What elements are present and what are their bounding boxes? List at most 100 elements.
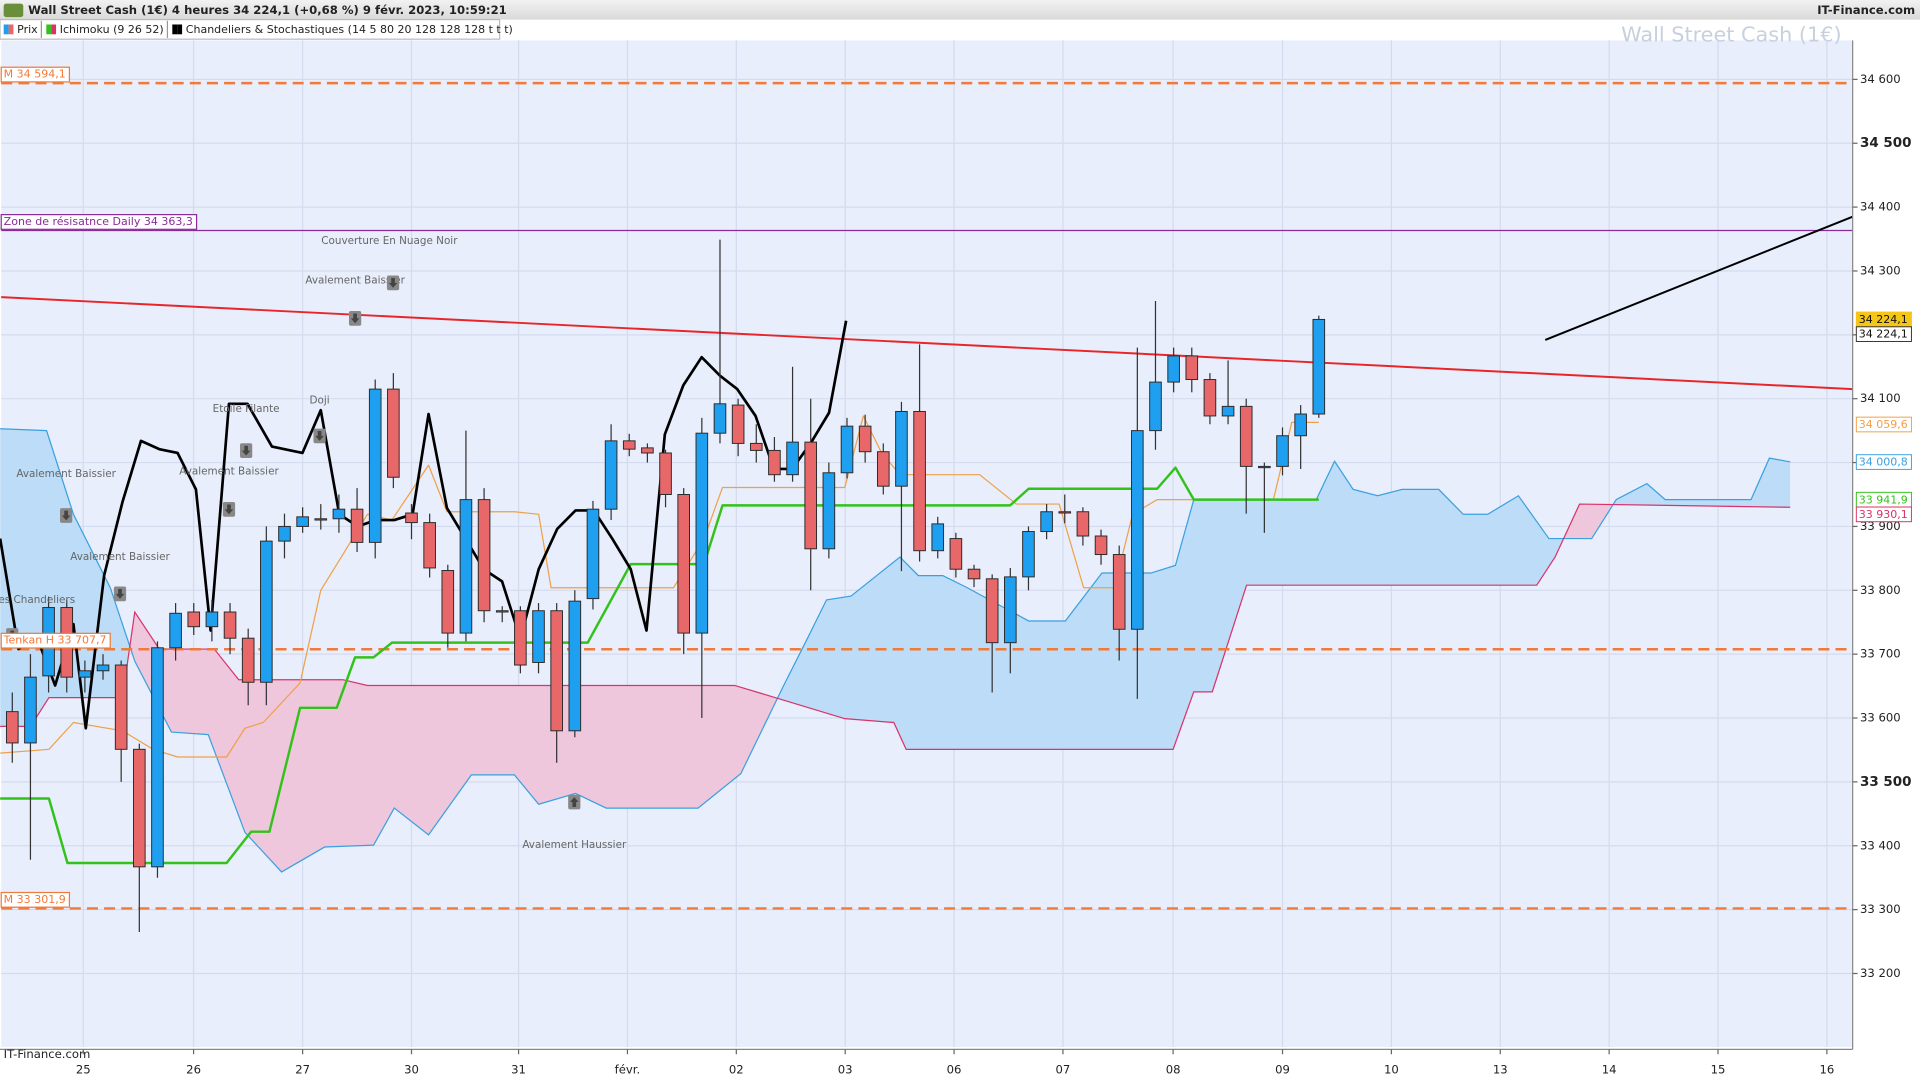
pattern-label: Couverture En Nuage Noir (321, 235, 458, 247)
legend-swatch (46, 24, 52, 35)
candle-body (1076, 511, 1090, 537)
level-label-box (0, 66, 71, 83)
axes: 33 200 33 300 33 400 33 500 33 600 33 700 33 8… (76, 72, 1912, 1077)
y-tick-label: 33 300 (1860, 902, 1901, 916)
logo (3, 3, 24, 18)
x-tick-label: 07 (1056, 1063, 1071, 1077)
candle-body (241, 637, 255, 683)
candle-body (5, 711, 19, 744)
plot-bg (1, 40, 1853, 1047)
candle-body (1094, 535, 1108, 556)
arrow-icon (115, 588, 125, 599)
candle-body (641, 447, 654, 454)
candle-body (96, 664, 110, 672)
candle-body (622, 440, 636, 450)
candle-body (1185, 355, 1199, 381)
header-title: Wall Street Cash (1€) 4 heures 34 224,1 … (28, 3, 507, 17)
y-tick-label: 33 200 (1860, 966, 1901, 980)
price-tag-label: 34 000,8 (1859, 456, 1908, 469)
x-tick-label: 14 (1602, 1063, 1617, 1077)
candle-body (913, 410, 926, 552)
y-tick-label: 33 400 (1860, 838, 1901, 852)
candle-body (1131, 430, 1144, 630)
candle-body (949, 538, 963, 570)
candle-body (1258, 465, 1271, 469)
candle-body (1167, 355, 1180, 383)
candle-body (1239, 405, 1253, 467)
candle-body (1058, 511, 1072, 514)
x-tick-label: 27 (295, 1063, 310, 1077)
y-tick-label: 34 500 (1860, 136, 1912, 151)
trendline (1544, 215, 1854, 341)
candle-body (260, 540, 273, 683)
y-tick-label: 33 800 (1860, 583, 1901, 597)
x-tick-label: 25 (76, 1063, 91, 1077)
candle-body (332, 508, 346, 520)
x-tick-label: 26 (186, 1063, 201, 1077)
x-tick-label: 31 (511, 1063, 526, 1077)
candle-body (205, 611, 219, 628)
candle-body (1276, 435, 1289, 467)
candle-body (967, 568, 981, 580)
x-tick-label: févr. (615, 1063, 641, 1077)
pattern-label: Avalement Haussier (522, 839, 627, 851)
candles (5, 239, 1326, 932)
x-tick-label: 15 (1711, 1063, 1726, 1077)
candle-body (895, 410, 908, 487)
level-label: M 33 301,9 (4, 893, 66, 906)
arrow-icon (350, 313, 360, 324)
level-label-box (0, 214, 198, 230)
candle-body (459, 499, 473, 634)
footer-brand: IT-Finance.com (4, 1047, 91, 1061)
candle-body (604, 440, 618, 510)
arrow-icon (315, 431, 324, 441)
legend-label: Prix (17, 23, 38, 36)
level-label-box (0, 632, 111, 649)
candle-body (24, 676, 37, 744)
candle-body (1022, 531, 1035, 578)
x-tick-label: 16 (1819, 1063, 1834, 1077)
candle-body (514, 610, 527, 666)
price-tag-label: 33 941,9 (1859, 493, 1908, 506)
price-tag (1855, 416, 1912, 433)
y-tick-label: 34 100 (1860, 391, 1901, 405)
candle-body (749, 442, 763, 451)
x-tick-label: 06 (947, 1063, 962, 1077)
y-axis-bg (1852, 40, 1920, 1080)
candle-body (114, 664, 128, 750)
candle-body (931, 523, 945, 552)
candle-body (768, 449, 781, 476)
candle-body (985, 578, 999, 644)
candle-body (78, 670, 92, 678)
y-tick-label: 33 900 (1860, 519, 1901, 533)
candle-body (1004, 576, 1017, 644)
candle-body (495, 610, 509, 613)
candle-body (350, 508, 364, 543)
arrow-icon (61, 510, 71, 521)
candle-body (187, 611, 201, 628)
candle-body (713, 403, 727, 434)
pattern-label: Avalement Baissier (70, 551, 170, 563)
legend-label: Ichimoku (9 26 52) (60, 23, 164, 36)
candle-body (1221, 405, 1235, 417)
legend: Prix Ichimoku (9 26 52) Chandeliers & Stoc… (0, 18, 513, 40)
x-tick-label: 13 (1493, 1063, 1508, 1077)
candle-body (133, 748, 146, 868)
price-tag-label: 34 059,6 (1859, 418, 1908, 431)
trendline (1, 296, 1853, 391)
y-tick-label: 33 600 (1860, 711, 1901, 725)
lines (0, 81, 1854, 910)
y-tick-label: 34 600 (1860, 72, 1901, 86)
legend-bg (0, 18, 501, 40)
candle-body (477, 499, 491, 612)
candle-body (532, 610, 545, 663)
candle-body (405, 512, 418, 524)
candle-body (423, 522, 436, 569)
candle-body (586, 508, 600, 600)
candle-body (278, 525, 291, 542)
arrow-icon (224, 504, 234, 515)
x-tick-label: 10 (1384, 1063, 1399, 1077)
legend-swatch (8, 24, 14, 35)
pattern-label: Avalement Baissier (16, 468, 116, 480)
